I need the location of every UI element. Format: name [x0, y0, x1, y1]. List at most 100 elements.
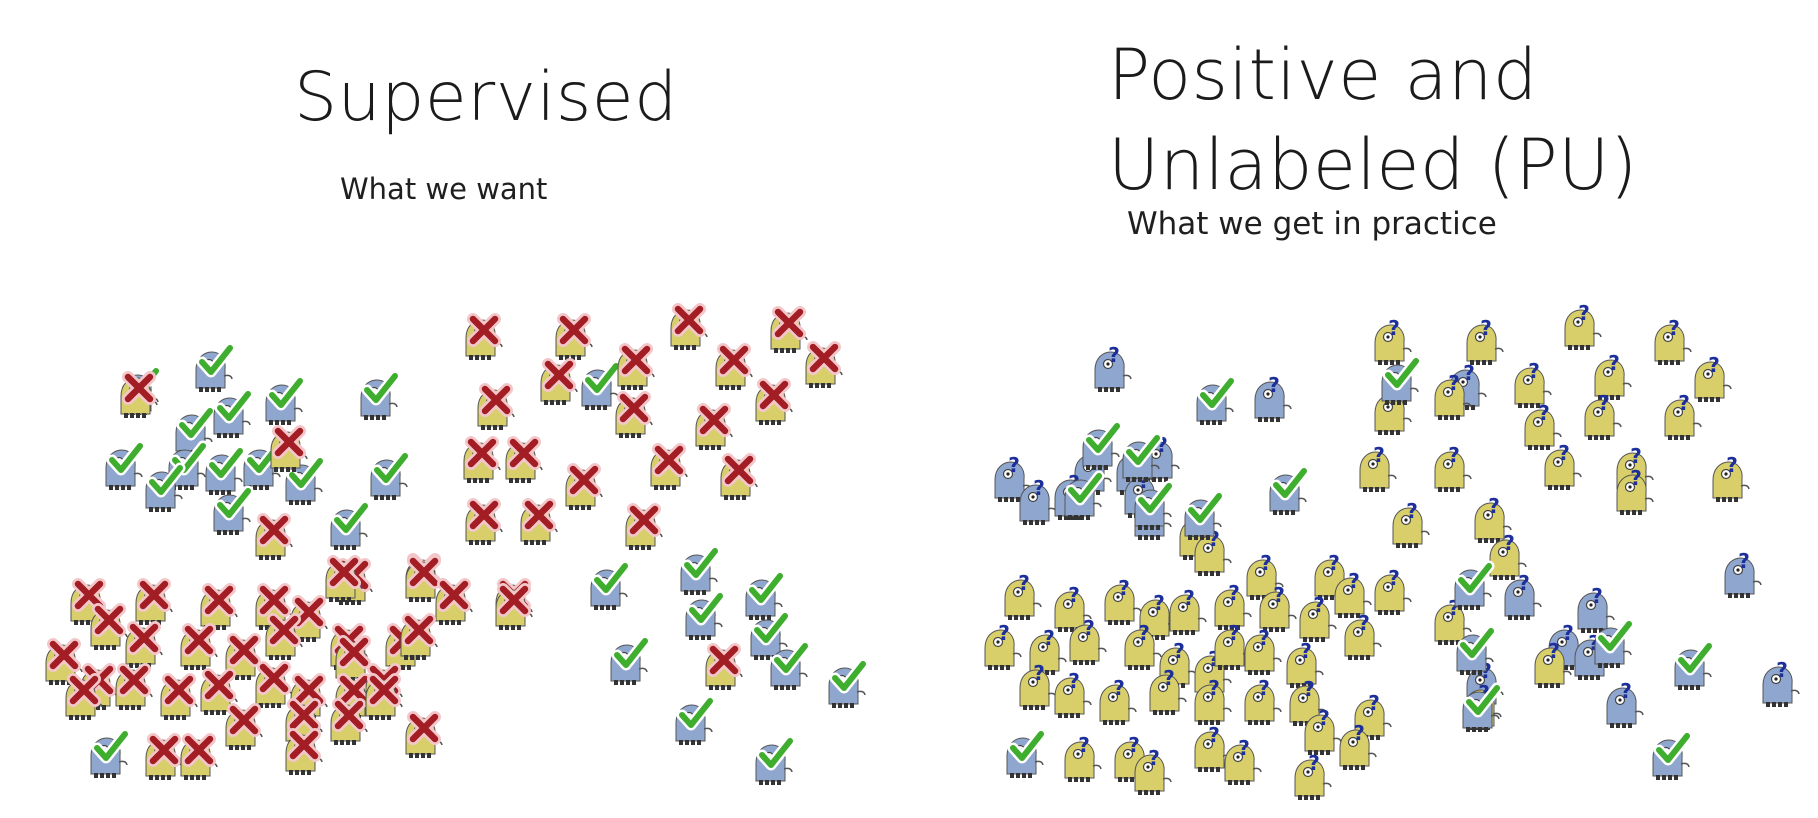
svg-text:?: ? — [1208, 723, 1220, 747]
svg-text:?: ? — [1138, 621, 1150, 645]
negative-crossed-creature — [615, 391, 653, 438]
svg-text:?: ? — [1068, 669, 1080, 693]
negative-crossed-creature — [463, 436, 501, 483]
unlabeled-negative-creature: ? — [1069, 616, 1107, 665]
negative-crossed-creature — [265, 613, 303, 660]
unlabeled-negative-creature: ? — [1392, 499, 1430, 548]
unlabeled-negative-creature: ? — [1434, 371, 1472, 420]
positive-checked-creature — [213, 485, 254, 535]
unlabeled-negative-creature: ? — [1169, 586, 1207, 635]
unlabeled-positive-creature: ? — [1254, 373, 1292, 422]
positive-checked-creature — [330, 500, 371, 550]
negative-crossed-creature — [125, 621, 163, 668]
positive-checked-creature — [828, 658, 869, 708]
unlabeled-negative-creature: ? — [1434, 443, 1472, 492]
positive-checked-creature — [610, 635, 651, 685]
negative-crossed-creature — [670, 303, 708, 350]
svg-text:?: ? — [1113, 676, 1125, 700]
svg-text:?: ? — [1558, 441, 1570, 465]
unlabeled-negative-creature: ? — [1584, 391, 1622, 440]
negative-crossed-creature — [695, 403, 733, 450]
unlabeled-negative-creature: ? — [1244, 626, 1282, 675]
svg-text:?: ? — [1373, 443, 1385, 467]
negative-crossed-creature — [705, 643, 743, 690]
svg-text:?: ? — [1068, 583, 1080, 607]
svg-text:?: ? — [1538, 401, 1550, 425]
svg-text:?: ? — [1348, 569, 1360, 593]
negative-crossed-creature — [650, 443, 688, 490]
unlabeled-negative-creature: ? — [1544, 441, 1582, 490]
unlabeled-negative-creature: ? — [1214, 581, 1252, 630]
svg-text:?: ? — [1033, 661, 1045, 685]
negative-crossed-creature — [290, 595, 328, 642]
svg-text:?: ? — [1258, 676, 1270, 700]
svg-text:?: ? — [1078, 733, 1090, 757]
pu-title-line1: Positive and — [1108, 34, 1538, 116]
unlabeled-negative-creature: ? — [1594, 351, 1632, 400]
unlabeled-positive-creature: ? — [994, 453, 1032, 502]
negative-crossed-creature — [145, 733, 183, 780]
svg-text:?: ? — [1608, 351, 1620, 375]
svg-text:?: ? — [1738, 549, 1750, 573]
negative-crossed-creature — [200, 668, 238, 715]
labeled-positive-creature — [1269, 465, 1310, 515]
positive-checked-creature — [770, 640, 811, 690]
svg-text:?: ? — [1258, 626, 1270, 650]
svg-text:?: ? — [1313, 593, 1325, 617]
positive-checked-creature — [750, 610, 791, 660]
svg-text:?: ? — [1480, 316, 1492, 340]
positive-checked-creature — [205, 445, 246, 495]
negative-crossed-creature — [565, 463, 603, 510]
unlabeled-negative-creature: ? — [1019, 661, 1057, 710]
unlabeled-negative-creature: ? — [1099, 676, 1137, 725]
positive-checked-creature — [105, 440, 146, 490]
unlabeled-negative-creature: ? — [1214, 621, 1252, 670]
svg-text:?: ? — [1503, 531, 1515, 555]
positive-checked-creature — [755, 735, 796, 785]
unlabeled-negative-creature: ? — [1149, 666, 1187, 715]
svg-text:?: ? — [1448, 371, 1460, 395]
svg-text:?: ? — [1303, 677, 1315, 701]
positive-checked-creature — [90, 728, 131, 778]
svg-text:?: ? — [1208, 676, 1220, 700]
unlabeled-positive-creature: ? — [1577, 584, 1615, 633]
svg-text:?: ? — [1588, 631, 1600, 655]
svg-text:?: ? — [1163, 666, 1175, 690]
unlabeled-positive-creature: ? — [1019, 476, 1057, 525]
negative-crossed-creature — [335, 635, 373, 682]
unlabeled-negative-creature: ? — [1489, 531, 1527, 580]
svg-text:?: ? — [1598, 391, 1610, 415]
svg-text:?: ? — [1518, 571, 1530, 595]
unlabeled-negative-creature: ? — [1104, 576, 1142, 625]
unlabeled-negative-creature: ? — [1064, 733, 1102, 782]
svg-text:?: ? — [1388, 316, 1400, 340]
negative-crossed-creature — [115, 663, 153, 710]
unlabeled-negative-creature: ? — [1374, 566, 1412, 615]
negative-crossed-creature — [617, 343, 655, 390]
unlabeled-negative-creature: ? — [1194, 723, 1232, 772]
svg-text:?: ? — [1183, 586, 1195, 610]
positive-checked-creature — [590, 560, 631, 610]
labeled-positive-creature — [1381, 355, 1422, 405]
unlabeled-negative-creature: ? — [1359, 443, 1397, 492]
negative-crossed-creature — [540, 358, 578, 405]
positive-checked-creature — [175, 405, 216, 455]
labeled-positive-creature — [1456, 625, 1497, 675]
negative-crossed-creature — [555, 313, 593, 360]
pu-title-line2: Unlabeled (PU) — [1108, 124, 1638, 206]
unlabeled-negative-creature: ? — [1334, 569, 1372, 618]
unlabeled-negative-creature: ? — [1339, 721, 1377, 770]
svg-text:?: ? — [1260, 551, 1272, 575]
negative-crossed-creature — [770, 306, 808, 353]
positive-checked-creature — [145, 462, 186, 512]
svg-text:?: ? — [1448, 596, 1460, 620]
positive-checked-creature — [195, 342, 236, 392]
svg-text:?: ? — [1630, 444, 1642, 468]
svg-text:?: ? — [1238, 736, 1250, 760]
svg-text:?: ? — [1328, 551, 1340, 575]
pu-subtitle: What we get in practice — [1127, 206, 1497, 242]
negative-crossed-creature — [405, 711, 443, 758]
positive-checked-creature — [370, 450, 411, 500]
svg-text:?: ? — [1008, 453, 1020, 477]
svg-text:?: ? — [1300, 639, 1312, 663]
